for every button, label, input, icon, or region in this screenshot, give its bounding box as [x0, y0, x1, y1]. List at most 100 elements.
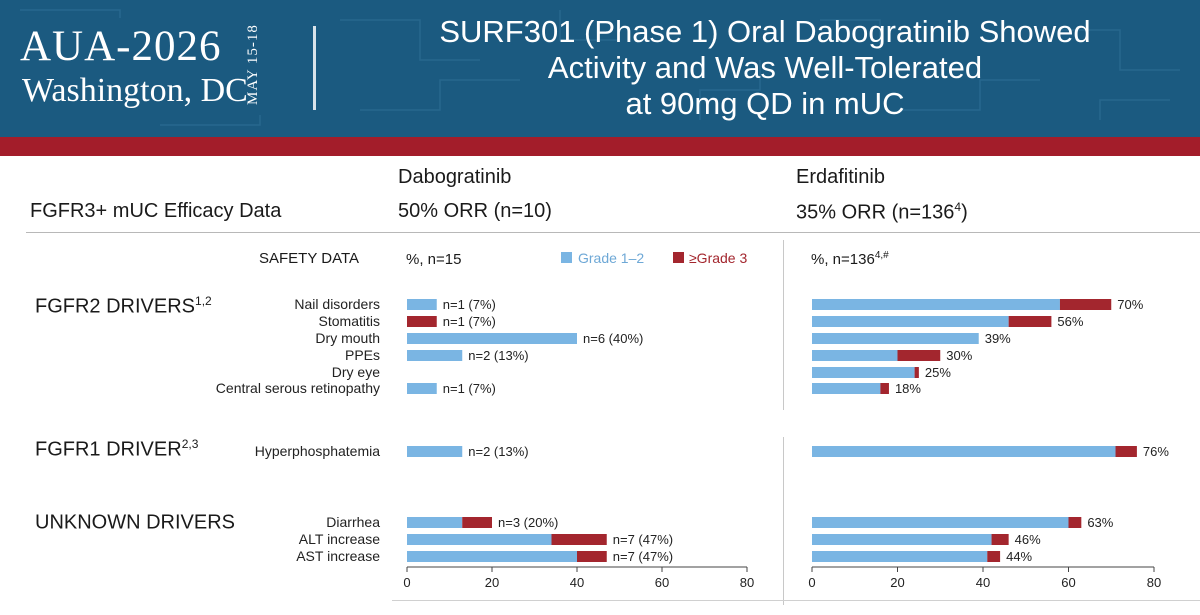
bar-grade3	[1059, 299, 1112, 310]
slide-title: SURF301 (Phase 1) Oral Dabogratinib Show…	[330, 14, 1200, 122]
section-fgfr2: FGFR2 DRIVERS1,2	[35, 294, 212, 319]
category-label: PPEs	[345, 347, 380, 363]
section-fgfr2-ref: 1,2	[195, 294, 212, 308]
data-label: n=1 (7%)	[443, 297, 496, 312]
bar-grade12	[407, 383, 437, 394]
data-label: 18%	[895, 381, 921, 396]
x-tick-label: 80	[1147, 575, 1161, 590]
bar-grade12	[812, 534, 992, 545]
data-label: n=1 (7%)	[443, 314, 496, 329]
panel-divider-upper	[783, 240, 784, 410]
data-label: n=3 (20%)	[498, 515, 558, 530]
bar-grade12	[407, 299, 437, 310]
data-label: 76%	[1143, 444, 1169, 459]
efficacy-row-label: FGFR3+ mUC Efficacy Data	[30, 200, 282, 222]
x-tick-label: 0	[403, 575, 410, 590]
category-label: Hyperphosphatemia	[255, 443, 381, 459]
data-label: 56%	[1057, 314, 1083, 329]
dabogratinib-pct-label: %, n=15	[406, 251, 462, 268]
erdafitinib-orr-close: )	[961, 201, 968, 224]
safety-data-label: SAFETY DATA	[259, 250, 360, 267]
dabogratinib-header: Dabogratinib	[398, 166, 512, 188]
bar-grade3	[991, 534, 1009, 545]
bar-grade12	[407, 551, 577, 562]
category-label: Dry eye	[332, 364, 380, 380]
data-label: n=2 (13%)	[468, 444, 528, 459]
legend-grade12-label: Grade 1–2	[578, 250, 645, 266]
data-label: n=2 (13%)	[468, 348, 528, 363]
category-label: Stomatitis	[319, 313, 380, 329]
x-tick-label: 40	[570, 575, 584, 590]
data-label: n=1 (7%)	[443, 381, 496, 396]
section-fgfr2-label: FGFR2 DRIVERS	[35, 295, 196, 318]
data-label: 70%	[1117, 297, 1143, 312]
data-label: 46%	[1015, 532, 1041, 547]
bar-grade3	[407, 316, 437, 327]
category-label: AST increase	[296, 548, 380, 564]
bar-grade12	[407, 350, 463, 361]
erdafitinib-pct-text: %, n=136	[811, 251, 875, 268]
bar-grade3	[1115, 446, 1137, 457]
bar-grade12	[812, 333, 979, 344]
bar-grade12	[812, 367, 915, 378]
data-label: n=6 (40%)	[583, 331, 643, 346]
x-tick-label: 20	[485, 575, 499, 590]
legend-grade3-label: ≥Grade 3	[689, 250, 748, 266]
data-label: 30%	[946, 348, 972, 363]
bar-grade3	[462, 517, 492, 528]
section-unknown-label: UNKNOWN DRIVERS	[35, 511, 236, 534]
slide-title-line: Activity and Was Well-Tolerated	[547, 50, 983, 85]
data-label: 39%	[985, 331, 1011, 346]
erdafitinib-pct-label: %, n=1364,#	[811, 250, 889, 268]
bar-grade12	[812, 299, 1060, 310]
x-tick-label: 0	[808, 575, 815, 590]
category-label: Dry mouth	[315, 330, 380, 346]
bar-grade12	[407, 333, 577, 344]
circuit-pattern	[20, 9, 1180, 126]
erdafitinib-header: Erdafitinib	[796, 166, 885, 188]
efficacy-divider	[26, 232, 1200, 233]
bottom-rule	[392, 600, 1200, 601]
x-tick-label: 60	[1061, 575, 1075, 590]
bar-grade3	[914, 367, 919, 378]
bar-grade12	[812, 551, 988, 562]
x-tick-label: 40	[976, 575, 990, 590]
erdafitinib-orr: 35% ORR (n=1364)	[796, 200, 968, 225]
legend-grade12-swatch	[561, 252, 572, 263]
bar-grade12	[812, 316, 1009, 327]
bar-grade3	[577, 551, 607, 562]
category-label: Central serous retinopathy	[216, 380, 380, 396]
category-label: Diarrhea	[326, 514, 380, 530]
bar-grade3	[551, 534, 607, 545]
data-label: 44%	[1006, 549, 1032, 564]
bar-grade12	[407, 534, 552, 545]
section-unknown: UNKNOWN DRIVERS	[35, 510, 235, 535]
legend-grade3-swatch	[673, 252, 684, 263]
bar-grade3	[1068, 517, 1082, 528]
data-label: 25%	[925, 365, 951, 380]
data-label: n=7 (47%)	[613, 549, 673, 564]
bar-grade12	[407, 446, 463, 457]
section-fgfr1: FGFR1 DRIVER2,3	[35, 437, 198, 462]
erdafitinib-orr-text: 35% ORR (n=136	[796, 201, 955, 224]
accent-band	[0, 137, 1200, 156]
bar-grade12	[407, 517, 463, 528]
panel-divider-lower	[783, 437, 784, 605]
header-banner: AUA-2026 Washington, DC MAY 15-18 SURF30…	[0, 0, 1200, 137]
logo-location: Washington, DC	[22, 72, 248, 109]
bar-grade3	[880, 383, 889, 394]
bar-grade3	[1008, 316, 1052, 327]
data-label: n=7 (47%)	[613, 532, 673, 547]
erdafitinib-orr-ref: 4	[954, 200, 962, 214]
category-label: Nail disorders	[294, 296, 380, 312]
x-tick-label: 60	[655, 575, 669, 590]
slide-title-line: SURF301 (Phase 1) Oral Dabogratinib Show…	[439, 14, 1091, 49]
x-tick-label: 20	[890, 575, 904, 590]
bar-grade3	[897, 350, 941, 361]
dabogratinib-orr: 50% ORR (n=10)	[398, 200, 552, 222]
x-tick-label: 80	[740, 575, 754, 590]
category-label: ALT increase	[299, 531, 380, 547]
section-fgfr1-label: FGFR1 DRIVER	[35, 438, 182, 461]
bar-grade12	[812, 517, 1069, 528]
